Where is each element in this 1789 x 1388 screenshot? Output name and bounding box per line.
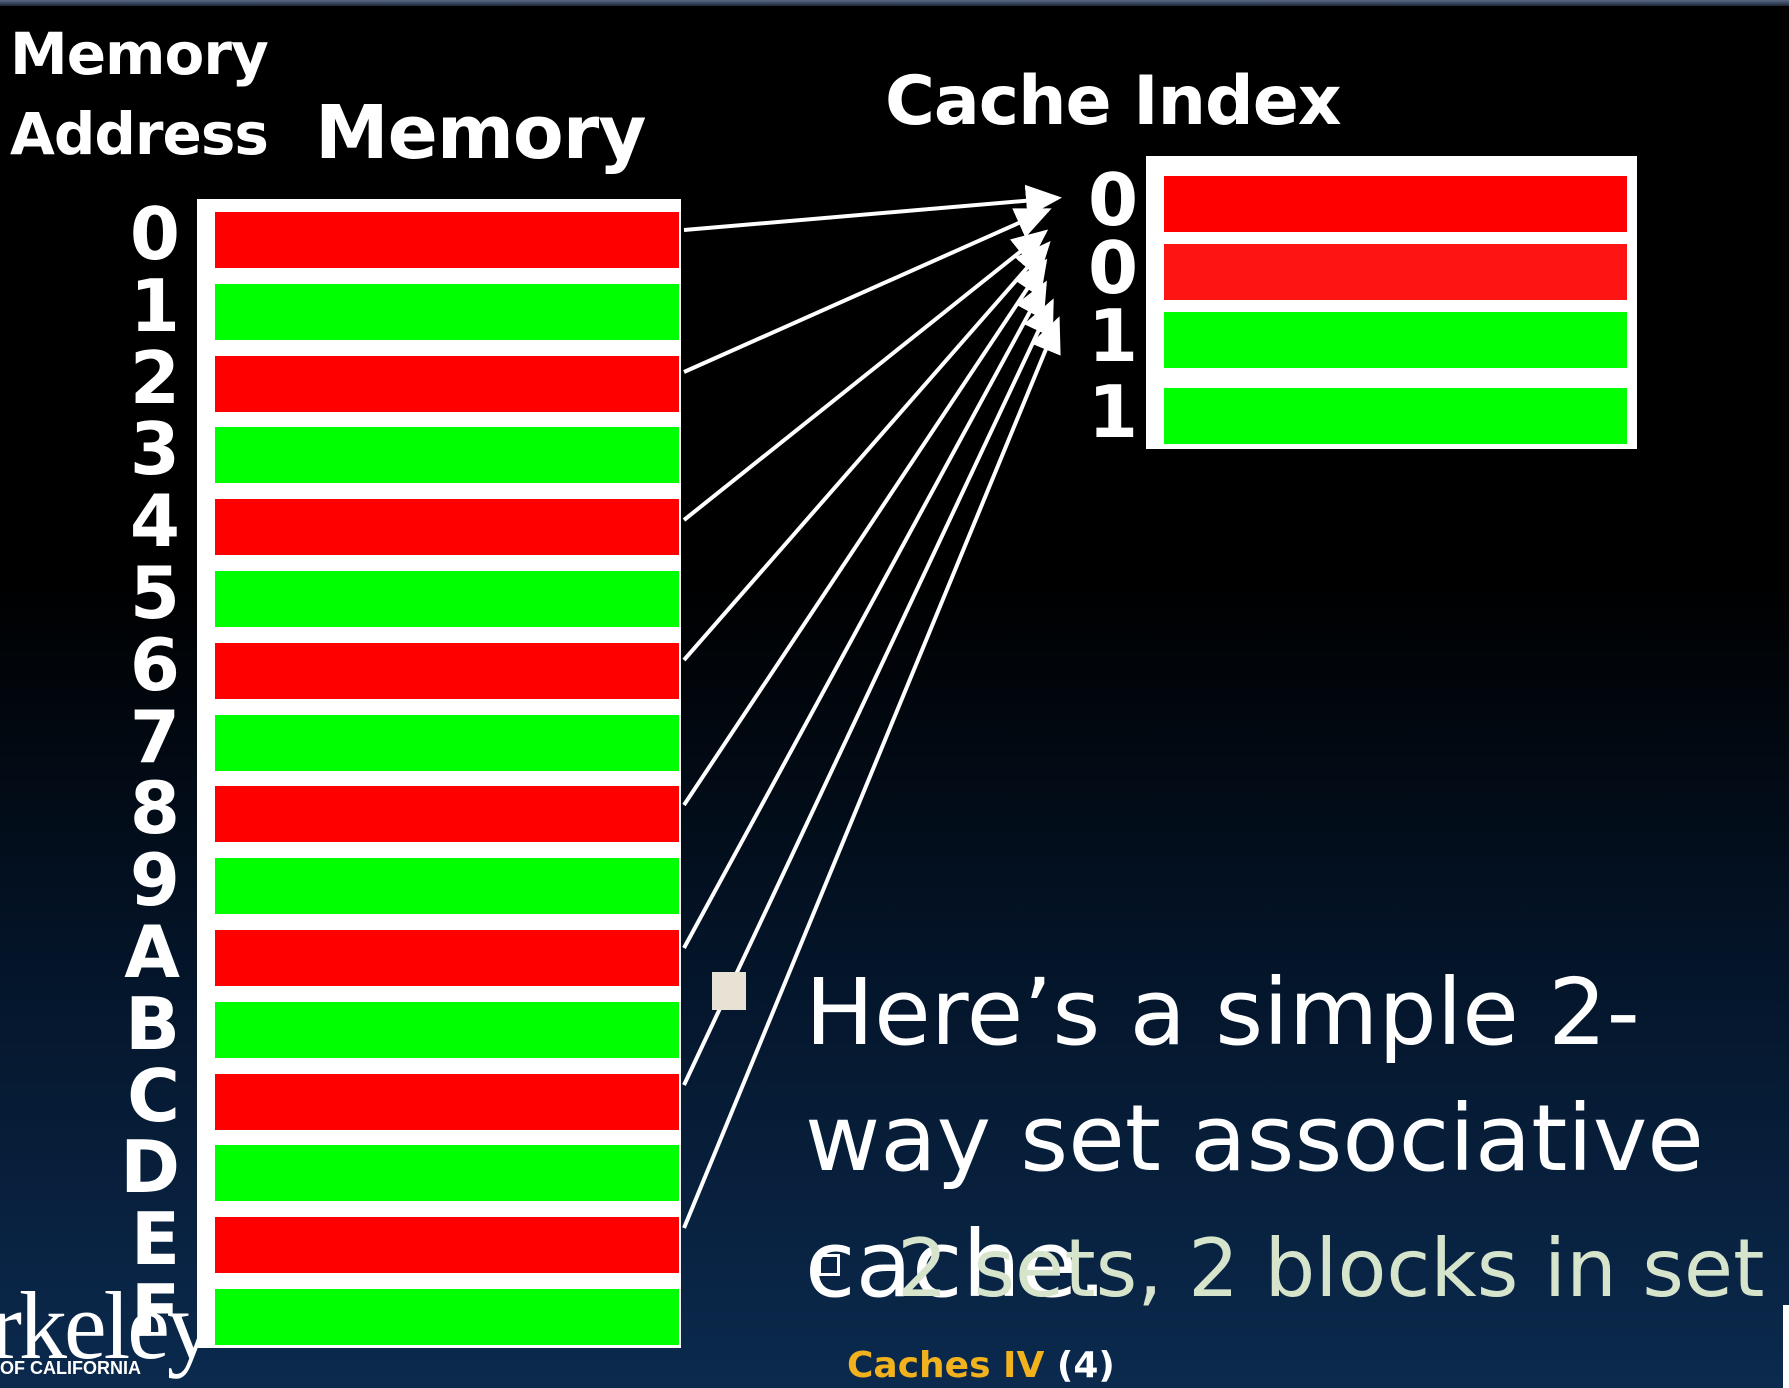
mapping-arrow [682, 229, 1049, 522]
footer-title: Caches IV [847, 1345, 1045, 1386]
memory-address-7: 7 [129, 694, 180, 779]
memory-address-1: 1 [129, 263, 180, 348]
mapping-arrow [682, 280, 1047, 949]
memory-block-D [215, 1145, 679, 1202]
cache-index-1: 0 [1088, 226, 1139, 310]
sub-bullet-text: 2 sets, 2 blocks in set [897, 1222, 1765, 1315]
cache-table [1146, 156, 1637, 449]
bullet-marker [712, 972, 746, 1010]
memory-block-0 [215, 212, 679, 268]
memory-address-9: 9 [129, 838, 180, 923]
right-edge-bar [1783, 1305, 1789, 1388]
memory-address-2: 2 [129, 335, 180, 420]
cache-index-header: Cache Index [885, 62, 1342, 141]
mapping-arrow [682, 240, 1051, 662]
memory-table [197, 199, 681, 1348]
cache-block-1 [1164, 244, 1627, 300]
memory-address-8: 8 [129, 766, 180, 851]
memory-block-9 [215, 858, 679, 915]
memory-address-E: E [130, 1197, 180, 1282]
memory-block-4 [215, 499, 679, 556]
berkeley-logo-subtext: OF CALIFORNIA [0, 1358, 141, 1378]
memory-block-C [215, 1073, 679, 1130]
memory-address-4: 4 [129, 479, 180, 564]
cache-block-3 [1164, 388, 1627, 444]
memory-address-D: D [120, 1125, 180, 1210]
berkeley-logo: rkeley [0, 1272, 215, 1379]
memory-block-6 [215, 642, 679, 699]
memory-address-3: 3 [129, 407, 180, 492]
memory-address-0: 0 [129, 192, 180, 276]
memory-block-2 [215, 355, 679, 412]
memory-block-E [215, 1217, 679, 1274]
main-bullet-text: Here’s a simple 2-way set associative ca… [805, 959, 1704, 1318]
memory-block-3 [215, 427, 679, 484]
memory-block-7 [215, 714, 679, 771]
memory-block-1 [215, 283, 679, 340]
cache-index-0: 0 [1088, 158, 1139, 242]
memory-address-header: Memory Address [10, 20, 269, 168]
memory-address-F: F [130, 1269, 180, 1353]
memory-header: Memory [315, 90, 647, 176]
memory-address-5: 5 [129, 551, 180, 635]
sub-bullet-marker [818, 1254, 840, 1276]
footer-page-number: (4) [1056, 1345, 1115, 1386]
top-border [0, 0, 1789, 6]
memory-block-A [215, 930, 679, 986]
memory-address-6: 6 [129, 622, 180, 707]
cache-index-2: 1 [1088, 294, 1139, 378]
mapping-arrow [682, 298, 1054, 1086]
cache-index-3: 1 [1088, 370, 1139, 454]
memory-block-5 [215, 571, 679, 627]
memory-address-A: A [124, 910, 180, 994]
memory-address-B: B [125, 981, 180, 1066]
mapping-arrow [682, 258, 1048, 807]
memory-address-C: C [127, 1053, 180, 1138]
cache-block-0 [1164, 176, 1627, 232]
mapping-arrow [683, 184, 1062, 232]
footer: Caches IV (4) [847, 1345, 1115, 1386]
mapping-arrow [683, 208, 1052, 374]
cache-block-2 [1164, 312, 1627, 368]
memory-block-F [215, 1289, 679, 1345]
memory-block-B [215, 1001, 679, 1058]
mapping-arrow [682, 316, 1061, 1229]
memory-block-8 [215, 786, 679, 843]
